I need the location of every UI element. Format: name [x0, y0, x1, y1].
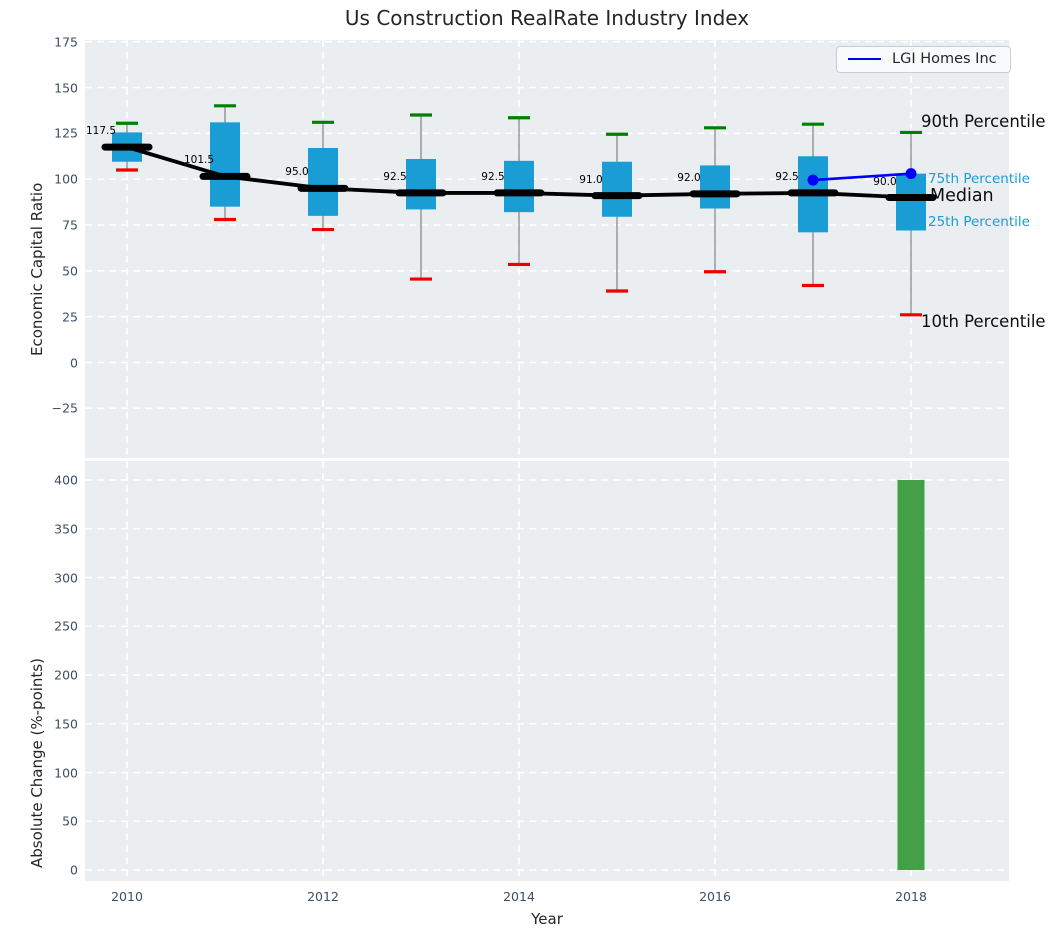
median-value-label-2014: 92.5 [481, 171, 504, 183]
median-value-label-2015: 91.0 [579, 174, 602, 186]
y-tick-top-100: 100 [36, 172, 78, 187]
figure: Us Construction RealRate Industry Index … [0, 0, 1058, 942]
y-tick-bottom-200: 200 [36, 668, 78, 683]
median-value-label-2011: 101.5 [184, 154, 214, 166]
median-value-label-2017: 92.5 [775, 171, 798, 183]
y-tick-top-150: 150 [36, 80, 78, 95]
y-tick-bottom-400: 400 [36, 473, 78, 488]
bottom-axes-bar [85, 461, 1009, 881]
iqr-box-2016 [700, 165, 730, 208]
annotation-75th-percentile: 75th Percentile [928, 171, 1030, 187]
chart-title: Us Construction RealRate Industry Index [85, 6, 1009, 30]
iqr-box-2011 [210, 122, 240, 206]
legend-label: LGI Homes Inc [892, 51, 997, 67]
median-value-label-2016: 92.0 [677, 172, 700, 184]
x-tick-2012: 2012 [293, 889, 353, 904]
iqr-box-2018 [896, 174, 926, 231]
y-tick-top-0: 0 [36, 355, 78, 370]
median-value-label-2018: 90.0 [873, 176, 896, 188]
annotation-10th-percentile: 10th Percentile [921, 312, 1046, 331]
annotation-90th-percentile: 90th Percentile [921, 112, 1046, 131]
y-tick-bottom-0: 0 [36, 863, 78, 878]
top-axes-boxplot [85, 40, 1009, 458]
y-tick-top-−25: −25 [36, 401, 78, 416]
plot-canvas [85, 461, 1009, 881]
y-tick-top-125: 125 [36, 126, 78, 141]
company-point-2017 [808, 175, 819, 186]
x-tick-2018: 2018 [881, 889, 941, 904]
iqr-box-2015 [602, 162, 632, 217]
median-value-label-2010: 117.5 [86, 125, 116, 137]
iqr-box-2013 [406, 159, 436, 209]
y-tick-top-175: 175 [36, 34, 78, 49]
y-tick-top-75: 75 [36, 218, 78, 233]
legend: LGI Homes Inc [836, 46, 1011, 73]
annotation-25th-percentile: 25th Percentile [928, 214, 1030, 230]
y-tick-top-50: 50 [36, 263, 78, 278]
x-tick-2014: 2014 [489, 889, 549, 904]
y-tick-bottom-250: 250 [36, 619, 78, 634]
plot-canvas [85, 40, 1009, 458]
y-tick-bottom-300: 300 [36, 570, 78, 585]
iqr-box-2014 [504, 161, 534, 212]
y-tick-bottom-350: 350 [36, 521, 78, 536]
x-tick-2010: 2010 [97, 889, 157, 904]
change-bar-2018 [898, 480, 925, 870]
y-tick-top-25: 25 [36, 309, 78, 324]
y-axis-label-bottom: Absolute Change (%-points) [28, 658, 46, 868]
x-tick-2016: 2016 [685, 889, 745, 904]
y-tick-bottom-150: 150 [36, 716, 78, 731]
legend-line-icon [848, 58, 881, 60]
x-axis-label: Year [85, 910, 1009, 928]
median-value-label-2012: 95.0 [285, 166, 308, 178]
y-tick-bottom-50: 50 [36, 814, 78, 829]
annotation-median: Median [930, 186, 994, 206]
iqr-box-2012 [308, 148, 338, 216]
company-point-2018 [906, 168, 917, 179]
y-tick-bottom-100: 100 [36, 765, 78, 780]
median-value-label-2013: 92.5 [383, 171, 406, 183]
